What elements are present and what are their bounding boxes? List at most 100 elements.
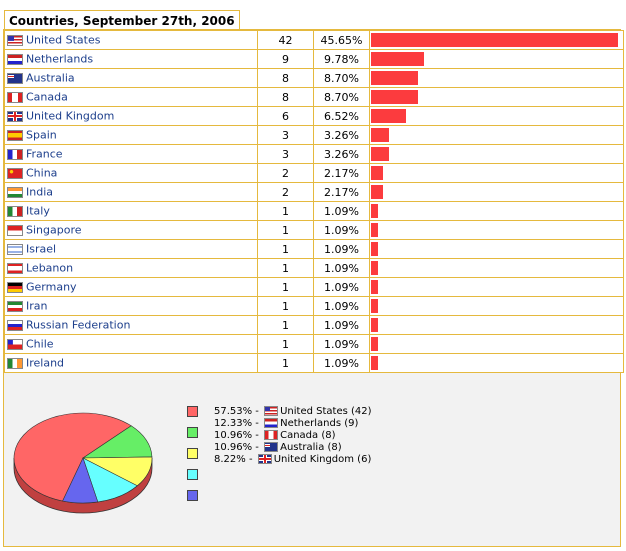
bar — [371, 52, 424, 66]
visit-percent: 45.65% — [313, 30, 370, 50]
visit-count: 1 — [257, 334, 314, 354]
bar-cell — [369, 163, 624, 183]
us-flag-icon — [7, 34, 23, 46]
table-row: Russian Federation 1 1.09% — [4, 315, 624, 335]
visit-percent: 1.09% — [313, 239, 370, 259]
table-row: Germany 1 1.09% — [4, 277, 624, 297]
country-cell: Lebanon — [4, 258, 258, 278]
visit-count: 1 — [257, 239, 314, 259]
visit-percent: 1.09% — [313, 315, 370, 335]
country-cell: France — [4, 144, 258, 164]
table-row: France 3 3.26% — [4, 144, 624, 164]
country-name: Italy — [26, 204, 50, 218]
country-name: Israel — [26, 242, 57, 256]
table-row: Lebanon 1 1.09% — [4, 258, 624, 278]
de-flag-icon — [7, 281, 23, 293]
country-cell: Iran — [4, 296, 258, 316]
visit-percent: 1.09% — [313, 353, 370, 373]
ir-flag-icon — [7, 300, 23, 312]
visit-percent: 3.26% — [313, 125, 370, 145]
legend-entry: 8.22% - United Kingdom (6) — [214, 454, 371, 466]
bar-cell — [369, 30, 624, 50]
country-cell: Chile — [4, 334, 258, 354]
table-row: Canada 8 8.70% — [4, 87, 624, 107]
bar-cell — [369, 49, 624, 69]
legend-entry: 57.53% - United States (42) — [214, 406, 372, 418]
country-name: India — [26, 185, 53, 199]
visit-percent: 1.09% — [313, 201, 370, 221]
visit-count: 8 — [257, 87, 314, 107]
visit-count: 42 — [257, 30, 314, 50]
bar-cell — [369, 220, 624, 240]
table-row: Spain 3 3.26% — [4, 125, 624, 145]
pie-chart-area — [4, 373, 620, 545]
bar — [371, 90, 418, 104]
country-cell: United Kingdom — [4, 106, 258, 126]
visit-percent: 1.09% — [313, 296, 370, 316]
legend-entry: 10.96% - Australia (8) — [214, 442, 342, 454]
table-row: Chile 1 1.09% — [4, 334, 624, 354]
bar — [371, 337, 378, 351]
bar — [371, 318, 378, 332]
bar-cell — [369, 68, 624, 88]
bar — [371, 223, 378, 237]
legend-swatch — [187, 469, 198, 480]
visit-percent: 3.26% — [313, 144, 370, 164]
bar — [371, 356, 378, 370]
legend-percent: 57.53% - — [214, 406, 263, 417]
visit-count: 1 — [257, 258, 314, 278]
legend-label: United States (42) — [280, 406, 372, 417]
nl-flag-icon — [7, 53, 23, 65]
table-row: United States 42 45.65% — [4, 30, 624, 50]
visit-count: 1 — [257, 201, 314, 221]
country-cell: Russian Federation — [4, 315, 258, 335]
visit-percent: 1.09% — [313, 220, 370, 240]
visit-percent: 6.52% — [313, 106, 370, 126]
legend-swatch — [187, 490, 198, 501]
visit-count: 1 — [257, 220, 314, 240]
legend-percent: 10.96% - — [214, 430, 263, 441]
table-row: Australia 8 8.70% — [4, 68, 624, 88]
legend-label: Canada (8) — [280, 430, 336, 441]
country-name: France — [26, 147, 63, 161]
country-name: Russian Federation — [26, 318, 131, 332]
country-name: China — [26, 166, 58, 180]
pie-chart — [13, 412, 153, 514]
legend-swatch — [187, 427, 198, 438]
bar — [371, 128, 389, 142]
visit-count: 9 — [257, 49, 314, 69]
country-name: United Kingdom — [26, 109, 115, 123]
visit-percent: 9.78% — [313, 49, 370, 69]
bar-cell — [369, 239, 624, 259]
il-flag-icon — [7, 243, 23, 255]
in-flag-icon — [7, 186, 23, 198]
table-row: Netherlands 9 9.78% — [4, 49, 624, 69]
gb-flag-icon — [7, 110, 23, 122]
country-name: Spain — [26, 128, 57, 142]
es-flag-icon — [7, 129, 23, 141]
country-cell: Singapore — [4, 220, 258, 240]
table-row: Israel 1 1.09% — [4, 239, 624, 259]
ru-flag-icon — [7, 319, 23, 331]
visit-count: 2 — [257, 163, 314, 183]
country-cell: China — [4, 163, 258, 183]
country-cell: Australia — [4, 68, 258, 88]
table-row: United Kingdom 6 6.52% — [4, 106, 624, 126]
country-cell: Israel — [4, 239, 258, 259]
country-cell: Ireland — [4, 353, 258, 373]
bar-cell — [369, 315, 624, 335]
table-row: India 2 2.17% — [4, 182, 624, 202]
pie-slice — [62, 457, 99, 504]
table-row: China 2 2.17% — [4, 163, 624, 183]
bar — [371, 147, 389, 161]
visit-count: 8 — [257, 68, 314, 88]
bar — [371, 166, 383, 180]
us-flag-icon — [264, 406, 279, 416]
au-flag-icon — [264, 442, 279, 452]
visit-count: 1 — [257, 353, 314, 373]
country-cell: Netherlands — [4, 49, 258, 69]
legend-percent: 12.33% - — [214, 418, 263, 429]
ca-flag-icon — [264, 430, 279, 440]
legend-entry: 12.33% - Netherlands (9) — [214, 418, 358, 430]
bar-cell — [369, 106, 624, 126]
